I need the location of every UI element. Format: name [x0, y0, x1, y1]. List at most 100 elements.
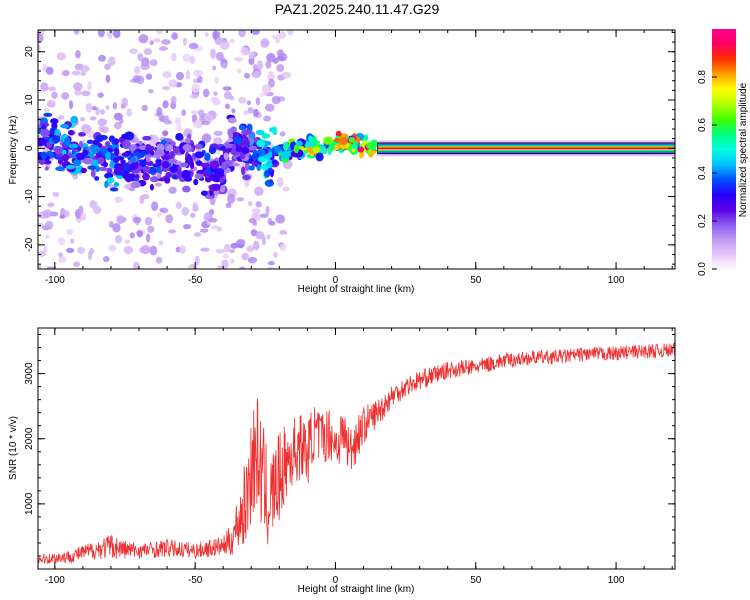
spectrogram-blob	[201, 133, 212, 143]
spectrogram-blob	[149, 183, 154, 191]
spectrogram-blob	[186, 153, 192, 163]
spectrogram-blob	[182, 37, 187, 46]
spectrogram-x-tick-label: 100	[608, 275, 625, 286]
spectrogram-blob	[162, 71, 172, 78]
spectrogram-blob	[140, 62, 150, 71]
spectrogram-blob	[191, 83, 201, 94]
spectrogram-blob	[126, 108, 132, 117]
spectrogram-blob	[213, 190, 220, 196]
spectrogram-blob	[182, 53, 192, 62]
spectrogram-blob	[215, 51, 224, 61]
spectrogram-blob	[105, 151, 111, 161]
spectrogram-blob	[251, 208, 261, 214]
spectrogram-blob	[162, 130, 169, 137]
spectrogram-blob	[272, 126, 277, 135]
spectrogram-blob	[224, 159, 232, 165]
spectrogram-blob	[149, 176, 160, 183]
spectrogram-blob	[46, 99, 56, 108]
spectrogram-blob	[173, 146, 180, 154]
spectrogram-blob	[271, 95, 281, 105]
spectrogram-blob	[236, 68, 242, 74]
spectrogram-blob	[104, 180, 109, 189]
spectrogram-blob	[45, 234, 50, 239]
spectrogram-blob	[79, 65, 90, 73]
spectrogram-blob	[190, 110, 201, 115]
spectrogram-blob	[267, 266, 274, 269]
spectrogram-blob	[358, 151, 364, 159]
spectrogram-blob	[231, 144, 237, 151]
spectrogram-blob	[263, 140, 272, 146]
spectrogram-blob	[251, 160, 258, 167]
spectrogram-blob	[95, 135, 104, 143]
spectrogram-blob	[213, 137, 223, 145]
spectrogram-blob	[82, 149, 89, 156]
colorbar: 0.0 0.2 0.4 0.6 0.8 Normalized spectral ampl…	[697, 29, 749, 276]
spectrogram-blob	[131, 181, 141, 189]
spectrogram-blob	[38, 138, 46, 147]
spectrogram-blob	[221, 259, 229, 269]
snr-xlabel: Height of straight line (km)	[298, 584, 415, 595]
spectrogram-blob	[138, 34, 149, 44]
spectrogram-blob	[85, 102, 93, 113]
spectrogram-blob	[279, 131, 286, 137]
spectrogram-blob	[194, 255, 200, 266]
spectrogram-blob	[38, 251, 47, 257]
spectrogram-blob	[132, 75, 141, 83]
spectrogram-blob	[238, 96, 247, 104]
heatmap-layer	[38, 30, 675, 269]
spectrogram-blob	[161, 160, 169, 169]
spectrogram-blob	[261, 84, 272, 95]
spectrogram-blob	[129, 48, 138, 55]
spectrogram-blob	[114, 196, 124, 203]
spectrogram-blob	[210, 173, 218, 182]
spectrogram-blob	[339, 136, 348, 146]
spectrogram-blob	[130, 156, 137, 163]
spectrogram-blob	[155, 256, 163, 264]
spectrogram-blob	[218, 156, 224, 164]
spectrogram-ylabel: Frequency (Hz)	[8, 116, 19, 185]
spectrogram-blob	[323, 136, 334, 145]
spectrogram-blob	[77, 146, 82, 152]
spectrogram-blob	[129, 144, 137, 151]
spectrogram-blob	[124, 239, 130, 244]
spectrogram-blob	[233, 136, 243, 145]
spectrogram-y-tick-label: 0	[24, 145, 35, 151]
spectrogram-blob	[219, 185, 226, 193]
spectrogram-blob	[236, 238, 246, 245]
spectrogram-blob	[234, 57, 244, 62]
spectrogram-blob	[239, 266, 246, 269]
spectrogram-blob	[64, 210, 70, 218]
spectrogram-blob	[214, 76, 220, 84]
spectrogram-blob	[197, 75, 203, 84]
spectrogram-blob	[283, 141, 289, 151]
spectrogram-blob	[247, 256, 258, 264]
spectrogram-blob	[153, 38, 161, 43]
colorbar-gradient	[712, 29, 736, 270]
spectrogram-blob	[38, 158, 46, 165]
spectrogram-blob	[198, 109, 205, 118]
spectrogram-xlabel: Height of straight line (km)	[298, 284, 415, 295]
spectrogram-blob	[40, 151, 48, 160]
spectrogram-blob	[157, 212, 162, 218]
spectrogram-blob	[74, 89, 82, 96]
spectrogram-blob	[267, 167, 273, 173]
spectrogram-blob	[63, 137, 71, 146]
spectrogram-blob	[247, 107, 254, 114]
spectrogram-blob	[249, 133, 256, 139]
spectrogram-blob	[215, 171, 225, 179]
spectrogram-blob	[171, 174, 178, 180]
spectrogram-blob	[256, 163, 261, 172]
spectrogram-blob	[348, 137, 356, 143]
spectrogram-blob	[235, 145, 244, 152]
spectrogram-blob	[60, 123, 70, 129]
spectrogram-blob	[156, 166, 162, 173]
spectrogram-blob	[59, 214, 66, 219]
snr-y-tick-label: 3000	[24, 362, 35, 385]
spectrogram-blob	[265, 160, 274, 167]
spectrogram-blob	[244, 161, 250, 171]
spectrogram-blob	[230, 126, 237, 133]
spectrogram-blob	[236, 197, 245, 202]
spectrogram-blob	[79, 116, 86, 122]
spectrogram-blob	[68, 143, 79, 149]
